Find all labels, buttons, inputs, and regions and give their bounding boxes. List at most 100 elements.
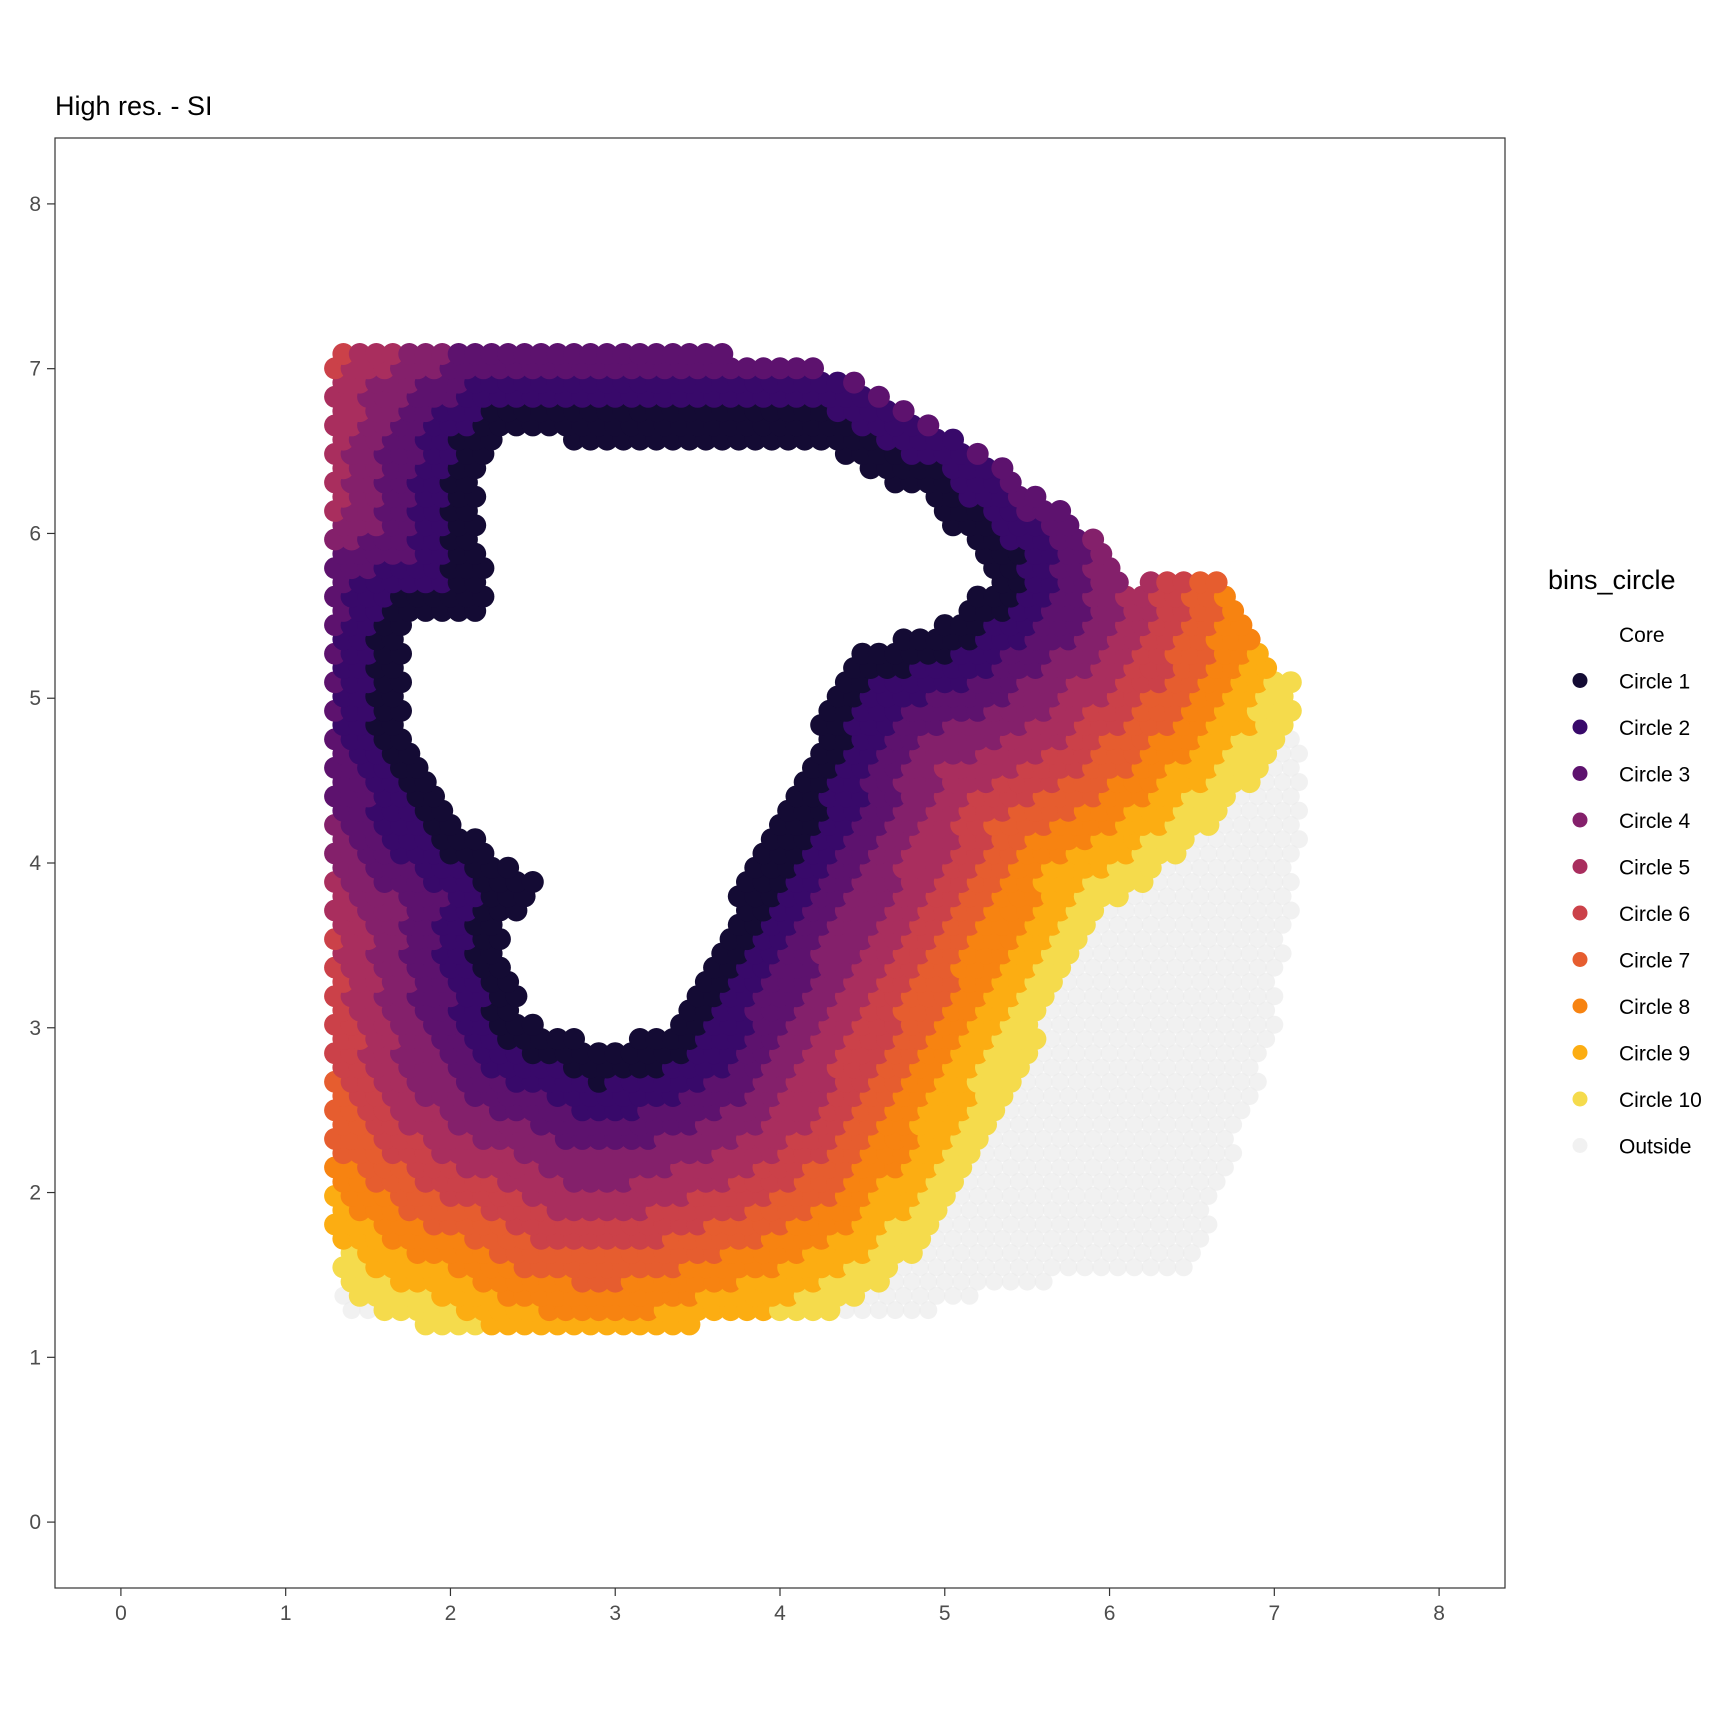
- spot-outside: [1215, 873, 1234, 891]
- spot-outside: [1018, 1215, 1037, 1234]
- spot-circle-6: [1156, 571, 1179, 594]
- spot-circle-3: [563, 343, 585, 365]
- spot-outside: [1158, 1058, 1177, 1077]
- y-tick-label: 5: [29, 687, 41, 710]
- spot-outside: [1281, 873, 1300, 891]
- spot-outside: [869, 1301, 888, 1320]
- spot-outside: [1092, 1058, 1111, 1077]
- spot-outside: [1166, 1129, 1185, 1148]
- spot-outside: [993, 1258, 1012, 1277]
- spot-outside: [1290, 744, 1308, 763]
- spot-outside: [1084, 1072, 1103, 1091]
- spot-outside: [1125, 915, 1144, 934]
- spot-outside: [1009, 1229, 1028, 1248]
- spot-outside: [1248, 844, 1267, 863]
- spot-outside: [1182, 930, 1201, 949]
- spot-outside: [1018, 1186, 1037, 1205]
- legend-label-circle-9: Circle 9: [1619, 1043, 1690, 1066]
- spot-outside: [1108, 1172, 1127, 1191]
- spot-outside: [1166, 1015, 1185, 1034]
- spot-outside: [1084, 1044, 1103, 1063]
- spot-outside: [1207, 1144, 1226, 1163]
- spot-outside: [1150, 1244, 1168, 1262]
- spot-outside: [894, 1286, 913, 1305]
- spot-outside: [1248, 901, 1267, 920]
- spot-outside: [935, 1272, 954, 1291]
- spot-outside: [1150, 1101, 1168, 1120]
- spot-outside: [1273, 773, 1292, 792]
- spot-outside: [1273, 944, 1292, 963]
- spot-outside: [1199, 1186, 1218, 1205]
- spot-outside: [1158, 1001, 1177, 1020]
- spot-outside: [1224, 1087, 1243, 1105]
- spot-outside: [985, 1186, 1004, 1205]
- spot-outside: [1240, 887, 1259, 906]
- spot-outside: [1018, 1158, 1037, 1177]
- spot-outside: [1224, 858, 1243, 877]
- spot-outside: [1009, 1258, 1028, 1277]
- spot-outside: [1290, 830, 1308, 849]
- spot-outside: [1117, 1072, 1135, 1091]
- spot-outside: [1001, 1158, 1020, 1177]
- spot-outside: [1158, 1172, 1177, 1191]
- spot-outside: [1215, 844, 1234, 863]
- spot-circle-1: [867, 642, 890, 665]
- spot-outside: [1133, 1186, 1152, 1205]
- spot-outside: [1224, 972, 1243, 991]
- spot-outside: [1001, 1215, 1020, 1234]
- spot-outside: [1207, 1001, 1226, 1020]
- spot-circle-6: [332, 343, 355, 365]
- spot-outside: [1092, 1144, 1111, 1163]
- spot-outside: [1133, 1158, 1152, 1177]
- legend-key-outside: [1572, 1138, 1588, 1153]
- spot-outside: [1240, 858, 1259, 877]
- y-tick-label: 0: [29, 1511, 41, 1534]
- spot-outside: [1117, 1186, 1135, 1205]
- spot-outside: [1191, 1058, 1210, 1077]
- spot-outside: [1042, 1144, 1061, 1163]
- spot-outside: [1042, 1058, 1061, 1077]
- spot-outside: [1100, 930, 1119, 949]
- spot-outside: [1034, 1158, 1053, 1177]
- spot-circle-4: [1082, 528, 1105, 551]
- spot-outside: [1042, 1087, 1061, 1105]
- x-tick-label: 7: [1268, 1602, 1280, 1625]
- spot-outside: [1084, 1015, 1103, 1034]
- spot-outside: [1199, 987, 1218, 1006]
- legend-entries: Core Circle 1 Circle 2 Circle 3 Circle 4 Circ…: [1572, 624, 1702, 1159]
- legend-label-circle-2: Circle 2: [1619, 717, 1690, 740]
- spot-circle-1: [587, 1042, 610, 1065]
- spot-outside: [1026, 1144, 1045, 1163]
- spot-outside: [1108, 1058, 1127, 1077]
- spot-outside: [1026, 1115, 1045, 1134]
- spot-outside: [1059, 1144, 1078, 1163]
- spot-circle-1: [521, 1013, 544, 1036]
- spot-outside: [1240, 1030, 1259, 1048]
- spot-outside: [1166, 1215, 1185, 1234]
- spot-outside: [1265, 930, 1284, 949]
- spot-circle-3: [917, 414, 940, 437]
- spot-outside: [1248, 873, 1267, 891]
- spot-circle-1: [563, 1028, 585, 1050]
- spot-outside: [960, 1286, 979, 1305]
- x-tick-label: 5: [939, 1602, 951, 1625]
- spot-outside: [1207, 887, 1226, 906]
- spot-outside: [1092, 1030, 1111, 1048]
- spot-circle-10: [1279, 671, 1302, 694]
- spot-circle-6: [1172, 571, 1195, 594]
- legend-key-circle-2: [1572, 719, 1588, 735]
- spot-outside: [1281, 758, 1300, 777]
- spot-outside: [1075, 1201, 1094, 1220]
- spot-outside: [1051, 1158, 1070, 1177]
- legend-key-circle-3: [1572, 766, 1588, 781]
- spot-outside: [1100, 1215, 1119, 1234]
- spot-outside: [960, 1258, 979, 1277]
- spot-circle-3: [497, 343, 520, 365]
- y-tick-label: 7: [29, 358, 41, 381]
- legend-label-circle-8: Circle 8: [1619, 996, 1690, 1019]
- spot-outside: [1174, 1087, 1193, 1105]
- spot-outside: [977, 1172, 995, 1191]
- spot-circle-3: [447, 343, 470, 365]
- spot-outside: [1141, 1144, 1160, 1163]
- spot-outside: [1125, 1001, 1144, 1020]
